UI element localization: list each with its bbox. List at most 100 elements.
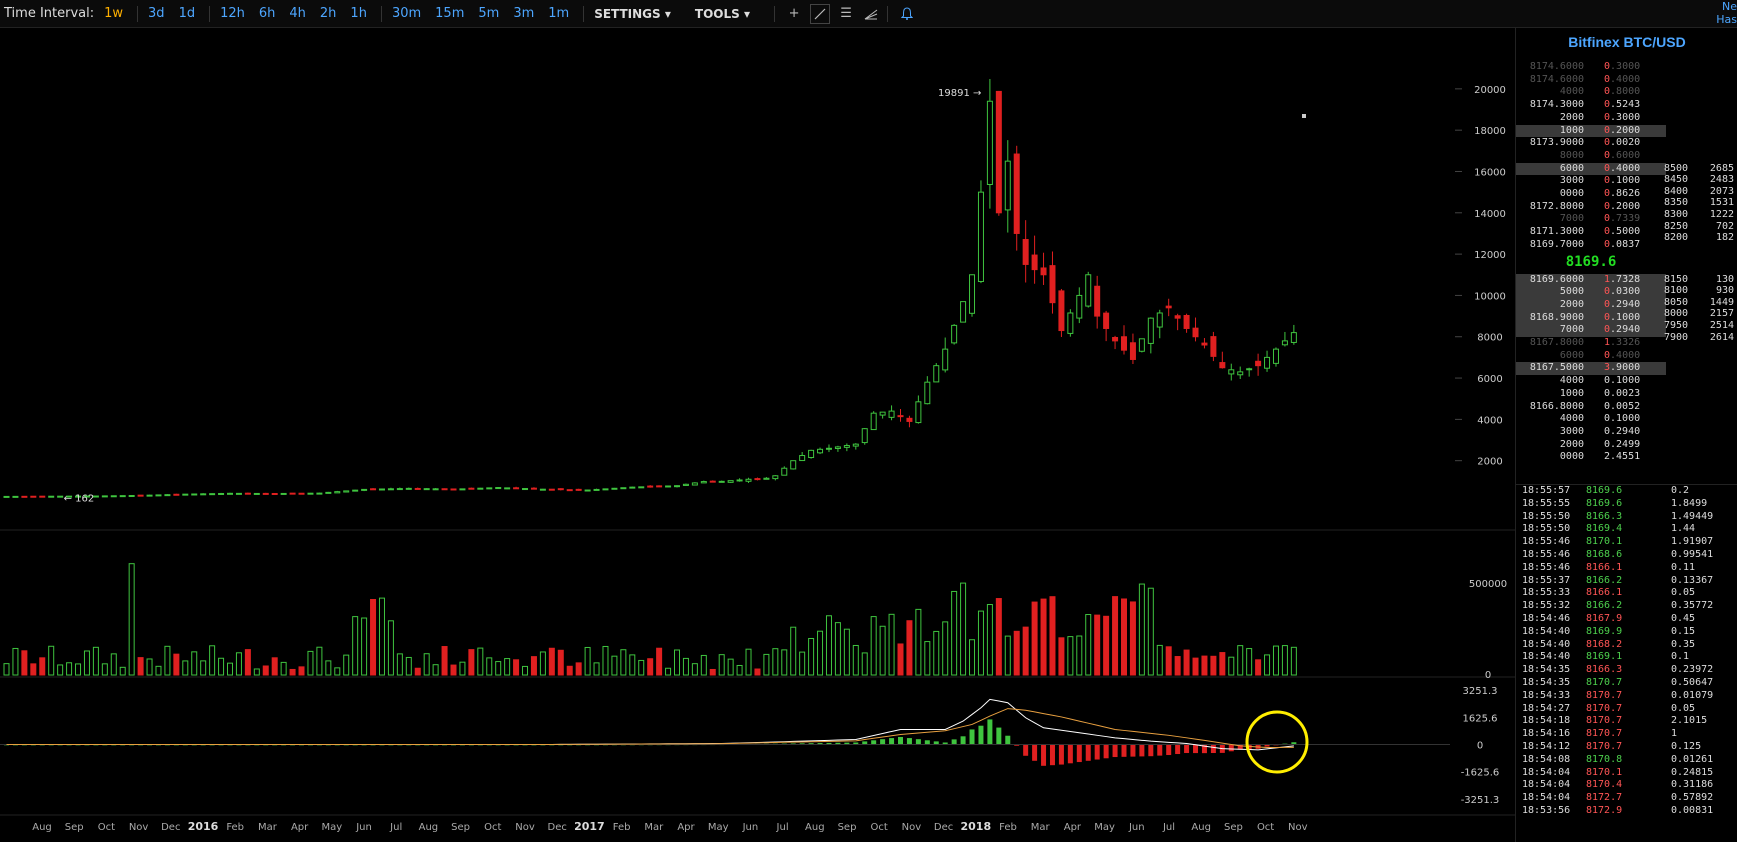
bid-row[interactable]: 3000 0.2940 xyxy=(1516,426,1666,439)
interval-6h[interactable]: 6h xyxy=(258,6,276,21)
ask-level-row[interactable]: 8450 2483 xyxy=(1658,174,1736,187)
bid-row[interactable]: 5000 0.0300 xyxy=(1516,286,1666,299)
bid-row[interactable]: 2000 0.2940 xyxy=(1516,298,1666,312)
ask-level-row[interactable]: 8500 2685 xyxy=(1658,163,1736,176)
macd-histogram-bar xyxy=(1103,744,1109,759)
interval-5m[interactable]: 5m xyxy=(478,6,500,21)
ask-row[interactable]: 8174.6000 0.4000 xyxy=(1516,74,1666,87)
ask-level-row[interactable]: 8400 2073 xyxy=(1658,186,1736,199)
ask-row[interactable]: 8174.6000 0.3000 xyxy=(1516,61,1666,74)
candle xyxy=(280,492,287,495)
ask-level-row[interactable]: 8200 182 xyxy=(1658,232,1736,245)
ask-row[interactable]: 2000 0.3000 xyxy=(1516,112,1666,125)
time-tick-label: Oct xyxy=(484,822,501,833)
interval-1m[interactable]: 1m xyxy=(548,6,570,21)
bid-price: 4000 xyxy=(1559,413,1584,425)
bid-row[interactable]: 8169.6000 1.7328 xyxy=(1516,273,1666,287)
candle xyxy=(1156,312,1163,328)
bid-level-row[interactable]: 8000 2157 xyxy=(1658,308,1736,321)
crosshair-icon[interactable]: + xyxy=(788,6,800,21)
bid-level-row[interactable]: 7950 2514 xyxy=(1658,320,1736,333)
ask-level-row[interactable]: 8350 1531 xyxy=(1658,197,1736,210)
toolbar-divider xyxy=(137,5,139,22)
trade-amount: 2.1015 xyxy=(1671,715,1708,727)
candle xyxy=(244,492,251,495)
tools-menu[interactable]: TOOLS ▾ xyxy=(695,7,750,21)
bid-level-row[interactable]: 8050 1449 xyxy=(1658,297,1736,310)
trade-price: 8172.9 xyxy=(1586,804,1623,816)
settings-menu[interactable]: SETTINGS ▾ xyxy=(594,7,671,21)
interval-1d[interactable]: 1d xyxy=(178,6,196,21)
interval-30m[interactable]: 30m xyxy=(391,6,422,21)
bid-size: 0.2940 xyxy=(1604,425,1641,437)
time-tick-label: May xyxy=(708,822,729,833)
horizontal-lines-icon[interactable]: ☰ xyxy=(840,6,852,21)
trade-amount: 0.13367 xyxy=(1671,574,1714,586)
bid-row[interactable]: 4000 0.1000 xyxy=(1516,375,1666,388)
price-chart[interactable]: 19891 →← 1622000018000160001400012000100… xyxy=(0,27,1515,842)
time-tick-label: Nov xyxy=(515,822,535,833)
ask-level-row[interactable]: 8300 1222 xyxy=(1658,209,1736,222)
ask-row[interactable]: 8171.3000 0.5000 xyxy=(1516,226,1666,239)
ask-row[interactable]: 8173.9000 0.0020 xyxy=(1516,137,1666,150)
bid-row[interactable]: 7000 0.2940 xyxy=(1516,324,1666,337)
volume-bar xyxy=(1067,636,1074,676)
interval-4h[interactable]: 4h xyxy=(289,6,306,21)
candle xyxy=(191,493,198,496)
bid-row[interactable]: 2000 0.2499 xyxy=(1516,439,1666,452)
interval-1h[interactable]: 1h xyxy=(350,6,367,21)
ask-size: 0.4000 xyxy=(1604,162,1641,174)
fib-fan-icon[interactable] xyxy=(862,5,880,23)
bid-row[interactable]: 1000 0.0023 xyxy=(1516,388,1666,401)
candle xyxy=(763,477,770,480)
macd-histogram-bar xyxy=(799,743,805,745)
bid-level-row[interactable]: 8150 130 xyxy=(1658,274,1736,287)
ask-row[interactable]: 4000 0.8000 xyxy=(1516,86,1666,99)
ask-row[interactable]: 3000 0.1000 xyxy=(1516,175,1666,188)
bid-row[interactable]: 0000 2.4551 xyxy=(1516,451,1666,464)
ask-row[interactable]: 1000 0.2000 xyxy=(1516,124,1666,138)
bid-level-row[interactable]: 7900 2614 xyxy=(1658,332,1736,345)
bid-row[interactable]: 8166.8000 0.0052 xyxy=(1516,401,1666,414)
ask-level-row[interactable]: 8250 702 xyxy=(1658,221,1736,234)
bid-level-row[interactable]: 8100 930 xyxy=(1658,285,1736,298)
interval-3m[interactable]: 3m xyxy=(513,6,535,21)
interval-3d[interactable]: 3d xyxy=(148,6,165,21)
trend-line-icon[interactable] xyxy=(810,3,831,24)
candle xyxy=(477,487,484,490)
corner-label[interactable]: Ne xyxy=(1722,0,1737,13)
time-tick-label: May xyxy=(321,822,342,833)
ask-row[interactable]: 8000 0.6000 xyxy=(1516,150,1666,163)
ask-row[interactable]: 8172.8000 0.2000 xyxy=(1516,201,1666,214)
trade-price: 8170.1 xyxy=(1586,536,1623,548)
ask-row[interactable]: 7000 0.7339 xyxy=(1516,213,1666,226)
candle xyxy=(101,495,108,498)
candle xyxy=(1085,274,1092,307)
candle xyxy=(977,191,984,282)
ask-row[interactable]: 6000 0.4000 xyxy=(1516,162,1666,176)
ask-row[interactable]: 8174.3000 0.5243 xyxy=(1516,99,1666,112)
candle xyxy=(995,90,1002,214)
corner-label[interactable]: Has xyxy=(1716,13,1737,26)
bid-row[interactable]: 8167.8000 1.3326 xyxy=(1516,337,1666,350)
trade-price: 8168.6 xyxy=(1586,548,1623,560)
bid-price: 8167.5000 xyxy=(1529,362,1584,374)
ask-row[interactable]: 0000 0.8626 xyxy=(1516,188,1666,201)
interval-12h[interactable]: 12h xyxy=(220,6,245,21)
candle xyxy=(414,487,421,490)
volume-bar xyxy=(951,590,958,676)
interval-1w[interactable]: 1w xyxy=(104,6,124,21)
bid-level-price: 8000 xyxy=(1664,308,1689,320)
bid-row[interactable]: 6000 0.4000 xyxy=(1516,350,1666,363)
bid-row[interactable]: 4000 0.1000 xyxy=(1516,413,1666,426)
bid-row[interactable]: 8168.9000 0.1000 xyxy=(1516,311,1666,325)
trade-row: 18:54:08 8170.8 0.01261 xyxy=(1516,754,1737,767)
bid-row[interactable]: 8167.5000 3.9000 xyxy=(1516,362,1666,376)
ask-row[interactable]: 8169.7000 0.0837 xyxy=(1516,239,1666,252)
trade-price: 8166.2 xyxy=(1586,574,1623,586)
interval-2h[interactable]: 2h xyxy=(319,6,337,21)
bell-icon[interactable] xyxy=(898,5,916,23)
time-tick-label: Sep xyxy=(65,822,84,833)
interval-15m[interactable]: 15m xyxy=(435,6,465,21)
volume-bar xyxy=(736,664,743,676)
